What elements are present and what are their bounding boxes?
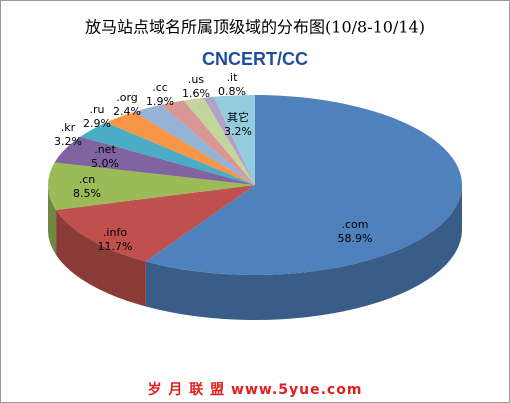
- slice-value-label: 11.7%: [98, 240, 133, 253]
- slice-label: .cc: [152, 81, 168, 94]
- slice-label: .org: [116, 91, 138, 104]
- chart-title: 放马站点域名所属顶级域的分布图(10/8-10/14): [85, 18, 425, 37]
- slice: [203, 96, 255, 185]
- watermark: 岁 月 联 盟 www.5yue.com: [148, 381, 363, 398]
- slice: [161, 100, 255, 185]
- slice-side: [48, 185, 57, 255]
- slice-label: .com: [342, 218, 369, 231]
- slice-label: .ru: [90, 103, 105, 116]
- slice-side: [145, 185, 462, 320]
- slice-label: .kr: [61, 121, 76, 134]
- slice-value-label: 3.2%: [224, 125, 252, 138]
- slice-value-label: 3.2%: [54, 135, 82, 148]
- slice-value-label: 58.9%: [338, 232, 373, 245]
- slice-label: .net: [94, 143, 116, 156]
- slice: [47, 162, 256, 210]
- slice-value-label: 1.9%: [146, 95, 174, 108]
- slice: [80, 122, 255, 185]
- slice-side: [56, 209, 146, 307]
- slice-label: .cn: [79, 173, 96, 186]
- slice-label: .info: [103, 226, 127, 239]
- slice: [56, 185, 255, 262]
- slice: [54, 136, 255, 185]
- slice-value-label: 1.6%: [182, 87, 210, 100]
- slice: [183, 97, 255, 185]
- slice: [145, 95, 462, 275]
- logo: CNCERT/CC: [202, 49, 308, 69]
- slice-value-label: 8.5%: [73, 187, 101, 200]
- slice-value-label: 2.9%: [83, 117, 111, 130]
- slice: [213, 95, 255, 185]
- slice-value-label: 2.4%: [113, 105, 141, 118]
- slice-label: 其它: [227, 110, 249, 124]
- slice: [134, 104, 255, 185]
- slice-value-label: 0.8%: [218, 85, 246, 98]
- slice-label: .us: [188, 73, 204, 86]
- slice-label: .it: [227, 71, 239, 84]
- slice: [106, 111, 255, 185]
- slice-value-label: 5.0%: [91, 157, 119, 170]
